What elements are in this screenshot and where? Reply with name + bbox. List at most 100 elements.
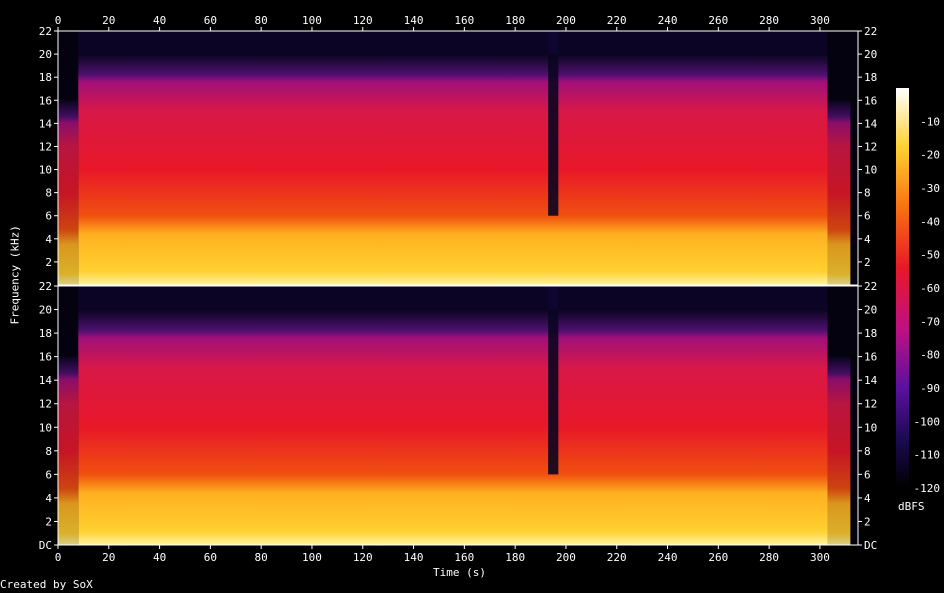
x-tick-label: 40 [153, 14, 166, 27]
colorbar-tick-label: -40 [920, 215, 940, 228]
colorbar-tick-label: -110 [914, 449, 941, 462]
y-tick-label: 12 [864, 398, 877, 411]
y-tick-label: 22 [39, 25, 52, 38]
x-tick-label: 140 [404, 551, 424, 564]
y-tick-label: 2 [864, 515, 871, 528]
colorbar-tick-label: -70 [920, 315, 940, 328]
intro-band [58, 356, 79, 545]
y-tick-label: 16 [39, 94, 52, 107]
y-tick-label: 18 [39, 71, 52, 84]
y-tick-label: 10 [864, 421, 877, 434]
y-tick-label: 20 [39, 48, 52, 61]
y-tick-label: 6 [864, 468, 871, 481]
quiet-gap [548, 31, 559, 216]
y-tick-label: 4 [45, 233, 52, 246]
y-tick-label: 6 [45, 468, 52, 481]
colorbar-tick-label: -50 [920, 249, 940, 262]
y-tick-label: 2 [864, 256, 871, 269]
y-tick-label: 14 [39, 374, 53, 387]
x-tick-label: 160 [454, 14, 474, 27]
y-tick-label: 4 [864, 492, 871, 505]
x-tick-label: 60 [204, 551, 217, 564]
x-tick-label: 20 [102, 14, 115, 27]
y-tick-label: 4 [864, 233, 871, 246]
colorbar-tick-label: -30 [920, 182, 940, 195]
x-tick-label: 20 [102, 551, 115, 564]
spectrum-band [78, 54, 828, 285]
x-tick-label: 220 [607, 551, 627, 564]
x-tick-label: 40 [153, 551, 166, 564]
x-tick-label: 0 [55, 14, 62, 27]
x-tick-label: 240 [658, 14, 678, 27]
outro-band [827, 100, 851, 285]
y-tick-label: 14 [864, 117, 878, 130]
spectrogram-panel-1 [58, 31, 858, 285]
credit-text: Created by SoX [0, 578, 93, 591]
y-tick-label: 8 [45, 445, 52, 458]
x-tick-label: 260 [708, 551, 728, 564]
y-tick-label: 12 [39, 140, 52, 153]
x-tick-label: 280 [759, 14, 779, 27]
colorbar-gradient [896, 88, 909, 488]
y-tick-label: 12 [864, 140, 877, 153]
y-tick-label: 16 [864, 94, 877, 107]
x-tick-label: 120 [353, 14, 373, 27]
y-tick-label: 8 [864, 445, 871, 458]
x-tick-label: 200 [556, 14, 576, 27]
y-tick-label: 8 [864, 187, 871, 200]
y-tick-label: 20 [864, 48, 877, 61]
x-tick-label: 0 [55, 551, 62, 564]
y-tick-label: 12 [39, 398, 52, 411]
y-tick-label: 16 [39, 351, 52, 364]
y-tick-label: 10 [39, 164, 52, 177]
y-tick-label: 14 [39, 117, 53, 130]
y-tick-label: 16 [864, 351, 877, 364]
y-tick-label: 20 [864, 304, 877, 317]
y-tick-label: 22 [864, 280, 877, 293]
noise-floor [78, 31, 828, 55]
x-tick-label: 60 [204, 14, 217, 27]
x-axis-label: Time (s) [433, 566, 486, 579]
colorbar-tick-label: -120 [914, 482, 941, 495]
intro-band [58, 100, 79, 285]
colorbar-tick-label: -80 [920, 349, 940, 362]
panel-frame [57, 285, 859, 546]
x-tick-label: 260 [708, 14, 728, 27]
y-tick-label: 8 [45, 187, 52, 200]
x-tick-label: 100 [302, 551, 322, 564]
y-tick-label: 10 [39, 421, 52, 434]
y-tick-label: 2 [45, 256, 52, 269]
x-tick-label: 220 [607, 14, 627, 27]
y-tick-label: 14 [864, 374, 878, 387]
y-tick-label: 10 [864, 164, 877, 177]
y-tick-label: 4 [45, 492, 52, 505]
y-tick-label: 22 [39, 280, 52, 293]
y-tick-label: 2 [45, 515, 52, 528]
y-tick-label: 18 [39, 327, 52, 340]
x-tick-label: 180 [505, 551, 525, 564]
outro-band [827, 356, 851, 545]
x-tick-label: 200 [556, 551, 576, 564]
y-tick-label: DC [39, 539, 52, 552]
y-tick-label: 18 [864, 327, 877, 340]
x-tick-label: 140 [404, 14, 424, 27]
x-tick-label: 300 [810, 551, 830, 564]
x-tick-label: 300 [810, 14, 830, 27]
colorbar-tick-label: -20 [920, 149, 940, 162]
y-tick-label: DC [864, 539, 877, 552]
spectrogram-panel-2 [58, 286, 858, 545]
x-tick-label: 180 [505, 14, 525, 27]
y-tick-label: 6 [864, 210, 871, 223]
x-tick-label: 240 [658, 551, 678, 564]
colorbar-tick-label: -100 [914, 415, 941, 428]
x-tick-label: 280 [759, 551, 779, 564]
x-tick-label: 80 [255, 551, 268, 564]
noise-floor [78, 286, 828, 310]
y-tick-label: 18 [864, 71, 877, 84]
x-tick-label: 80 [255, 14, 268, 27]
x-tick-label: 120 [353, 551, 373, 564]
colorbar-tick-label: -60 [920, 282, 940, 295]
spectrum-band [78, 309, 828, 545]
colorbar-tick-label: -90 [920, 382, 940, 395]
